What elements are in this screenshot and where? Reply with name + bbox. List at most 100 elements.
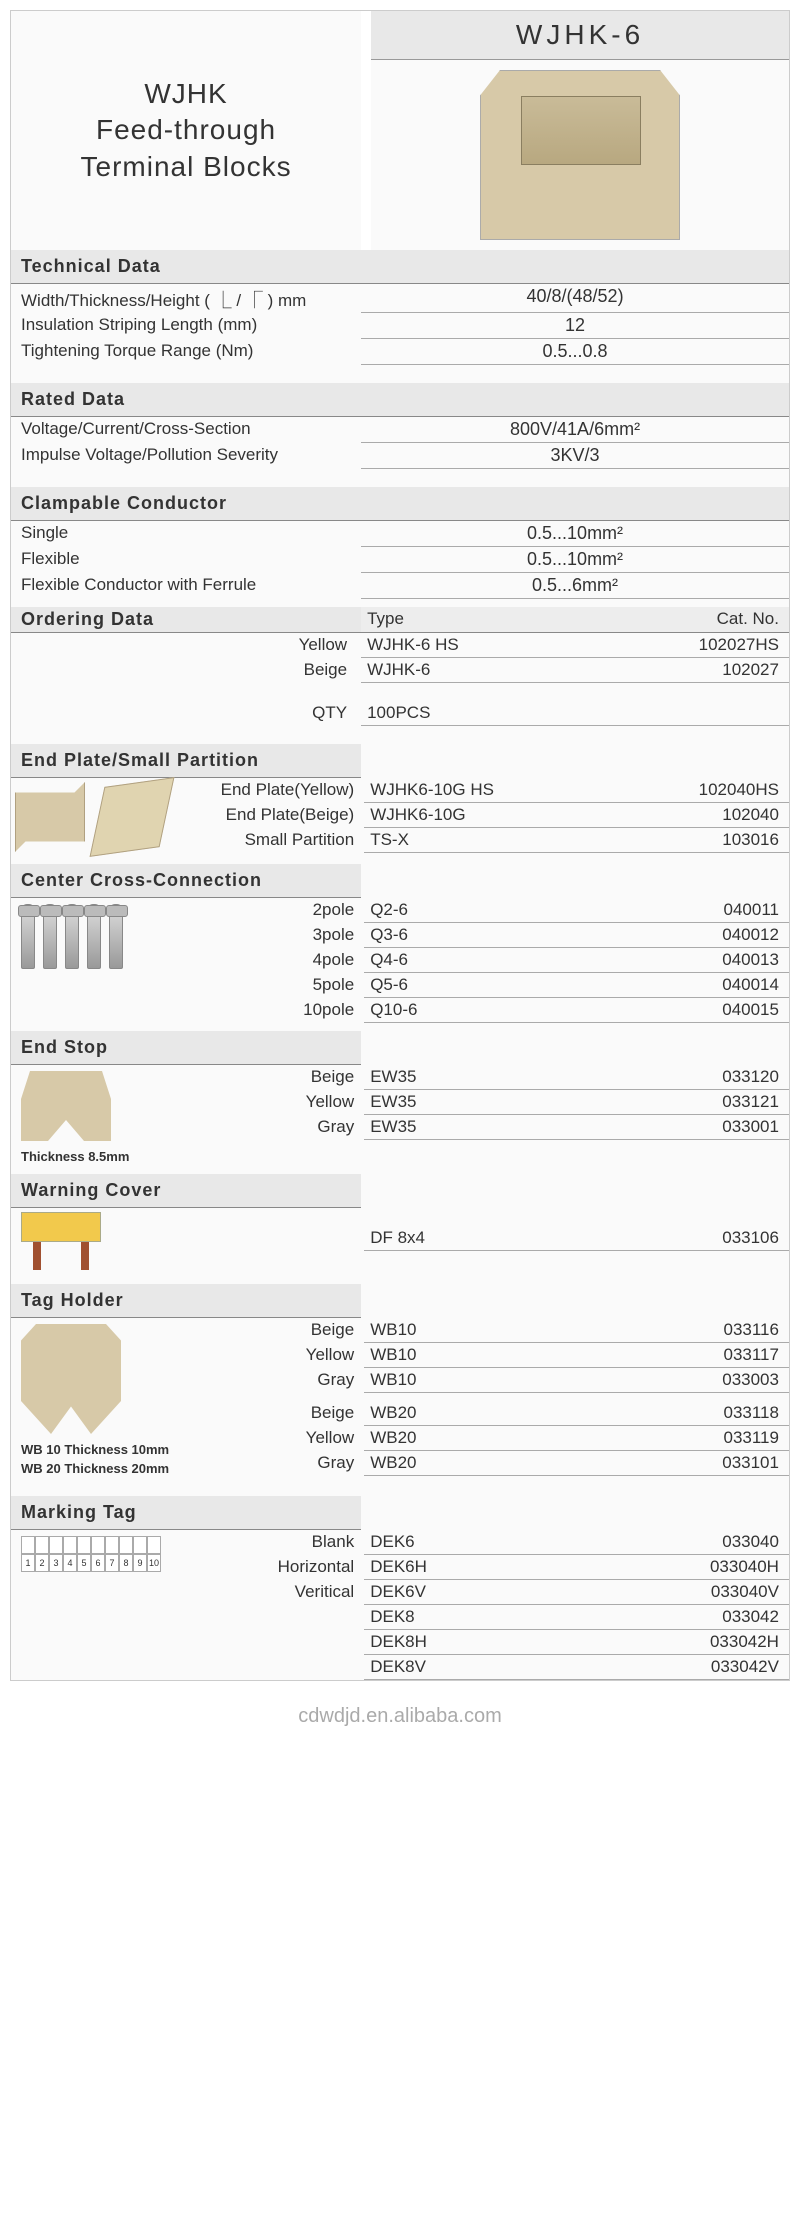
marking-row: HorizontalDEK6H033040H <box>182 1555 789 1580</box>
endstop-note: Thickness 8.5mm <box>11 1147 182 1166</box>
tagholder-note2: WB 20 Thickness 20mm <box>11 1459 182 1478</box>
marking-label: Horizontal <box>182 1555 364 1580</box>
tagholder-label: Yellow <box>182 1343 364 1368</box>
ordering-head-cat: Cat. No. <box>571 607 789 633</box>
technical-label: Width/Thickness/Height ( ⎿ / ⎾ ) mm <box>11 284 361 313</box>
model-name: WJHK-6 <box>371 11 789 60</box>
ordering-row: YellowWJHK-6 HS102027HS <box>11 633 789 658</box>
title-line1: WJHK <box>144 78 227 109</box>
product-image <box>480 70 680 240</box>
crossconn-label: 5pole <box>182 973 364 998</box>
crossconn-type: Q5-6 <box>364 973 570 998</box>
technical-label: Insulation Striping Length (mm) <box>11 313 361 339</box>
crossconn-cat: 040014 <box>571 973 789 998</box>
tagholder-block: WB 10 Thickness 10mm WB 20 Thickness 20m… <box>11 1318 789 1478</box>
marking-image: 12345678910 <box>21 1536 172 1572</box>
marking-cat: 033042 <box>571 1605 789 1630</box>
clampable-value: 0.5...10mm² <box>361 547 789 573</box>
title-line3: Terminal Blocks <box>81 151 292 182</box>
endstop-label: Beige <box>182 1065 364 1090</box>
tagholder-type: WB20 <box>364 1426 570 1451</box>
tagholder-row: BeigeWB20033118 <box>182 1401 789 1426</box>
tagholder-row: GrayWB10033003 <box>182 1368 789 1393</box>
crossconn-type: Q2-6 <box>364 898 570 923</box>
endstop-image <box>21 1071 111 1141</box>
marking-label <box>182 1630 364 1655</box>
crossconn-row: 10poleQ10-6040015 <box>182 998 789 1023</box>
clampable-row: Single0.5...10mm² <box>11 521 789 547</box>
tagholder-row: YellowWB20033119 <box>182 1426 789 1451</box>
marking-label <box>182 1605 364 1630</box>
crossconn-block: 2poleQ2-60400113poleQ3-60400124poleQ4-60… <box>11 898 789 1023</box>
marking-block: 12345678910 BlankDEK6033040HorizontalDEK… <box>11 1530 789 1680</box>
tagholder-cat: 033118 <box>571 1401 789 1426</box>
rated-label: Voltage/Current/Cross-Section <box>11 417 361 443</box>
warning-title: Warning Cover <box>11 1174 361 1208</box>
endplate-label: End Plate(Beige) <box>182 803 364 828</box>
model-block: WJHK-6 <box>361 11 789 250</box>
endplate-block: End Plate(Yellow)WJHK6-10G HS102040HSEnd… <box>11 778 789 856</box>
tagholder-cat: 033116 <box>571 1318 789 1343</box>
clampable-row: Flexible0.5...10mm² <box>11 547 789 573</box>
endstop-label: Gray <box>182 1115 364 1140</box>
endplate-label: End Plate(Yellow) <box>182 778 364 803</box>
crossconn-title: Center Cross-Connection <box>11 864 361 898</box>
endstop-label: Yellow <box>182 1090 364 1115</box>
marking-row: BlankDEK6033040 <box>182 1530 789 1555</box>
clampable-label: Flexible Conductor with Ferrule <box>11 573 361 599</box>
tagholder-label: Gray <box>182 1368 364 1393</box>
tagholder-label: Beige <box>182 1318 364 1343</box>
clampable-value: 0.5...6mm² <box>361 573 789 599</box>
crossconn-row: 2poleQ2-6040011 <box>182 898 789 923</box>
endplate-image <box>15 782 85 852</box>
ordering-type: WJHK-6 HS <box>361 633 571 658</box>
marking-title: Marking Tag <box>11 1496 361 1530</box>
crossconn-row: 3poleQ3-6040012 <box>182 923 789 948</box>
endstop-cat: 033121 <box>571 1090 789 1115</box>
ordering-title: Ordering Data <box>11 607 361 633</box>
tagholder-label: Gray <box>182 1451 364 1476</box>
clampable-label: Single <box>11 521 361 547</box>
tagholder-cat: 033117 <box>571 1343 789 1368</box>
tagholder-title: Tag Holder <box>11 1284 361 1318</box>
crossconn-type: Q4-6 <box>364 948 570 973</box>
warning-type: DF 8x4 <box>364 1226 570 1251</box>
endplate-title: End Plate/Small Partition <box>11 744 361 778</box>
endplate-row: End Plate(Beige)WJHK6-10G102040 <box>182 803 789 828</box>
ordering-row: BeigeWJHK-6102027 <box>11 658 789 683</box>
endstop-row: GrayEW35033001 <box>182 1115 789 1140</box>
crossconn-label: 4pole <box>182 948 364 973</box>
tagholder-row: GrayWB20033101 <box>182 1451 789 1476</box>
tagholder-note1: WB 10 Thickness 10mm <box>11 1440 182 1459</box>
tagholder-label: Beige <box>182 1401 364 1426</box>
technical-value: 12 <box>361 313 789 339</box>
endplate-cat: 103016 <box>571 828 789 853</box>
tagholder-cat: 033101 <box>571 1451 789 1476</box>
crossconn-cat: 040012 <box>571 923 789 948</box>
marking-type: DEK6 <box>364 1530 570 1555</box>
tagholder-type: WB10 <box>364 1368 570 1393</box>
technical-row: Insulation Striping Length (mm)12 <box>11 313 789 339</box>
watermark: cdwdjd.en.alibaba.com <box>0 1691 800 1742</box>
technical-row: Width/Thickness/Height ( ⎿ / ⎾ ) mm40/8/… <box>11 284 789 313</box>
crossconn-label: 10pole <box>182 998 364 1023</box>
ordering-cat: 102027 <box>571 658 789 683</box>
crossconn-label: 2pole <box>182 898 364 923</box>
technical-value: 40/8/(48/52) <box>361 284 789 313</box>
endplate-type: TS-X <box>364 828 570 853</box>
ordering-label: Beige <box>11 658 361 683</box>
endstop-block: Thickness 8.5mm BeigeEW35033120YellowEW3… <box>11 1065 789 1166</box>
marking-label: Veritical <box>182 1580 364 1605</box>
endstop-cat: 033001 <box>571 1115 789 1140</box>
partition-image <box>90 777 175 857</box>
rated-title: Rated Data <box>11 383 789 417</box>
title-block: WJHK Feed-through Terminal Blocks <box>11 11 361 250</box>
marking-cat: 033040V <box>571 1580 789 1605</box>
ordering-head-type: Type <box>361 607 571 633</box>
crossconn-label: 3pole <box>182 923 364 948</box>
crossconn-row: 4poleQ4-6040013 <box>182 948 789 973</box>
ordering-header: Ordering Data Type Cat. No. <box>11 607 789 633</box>
marking-row: DEK8V033042V <box>182 1655 789 1680</box>
crossconn-cat: 040015 <box>571 998 789 1023</box>
tagholder-type: WB20 <box>364 1401 570 1426</box>
